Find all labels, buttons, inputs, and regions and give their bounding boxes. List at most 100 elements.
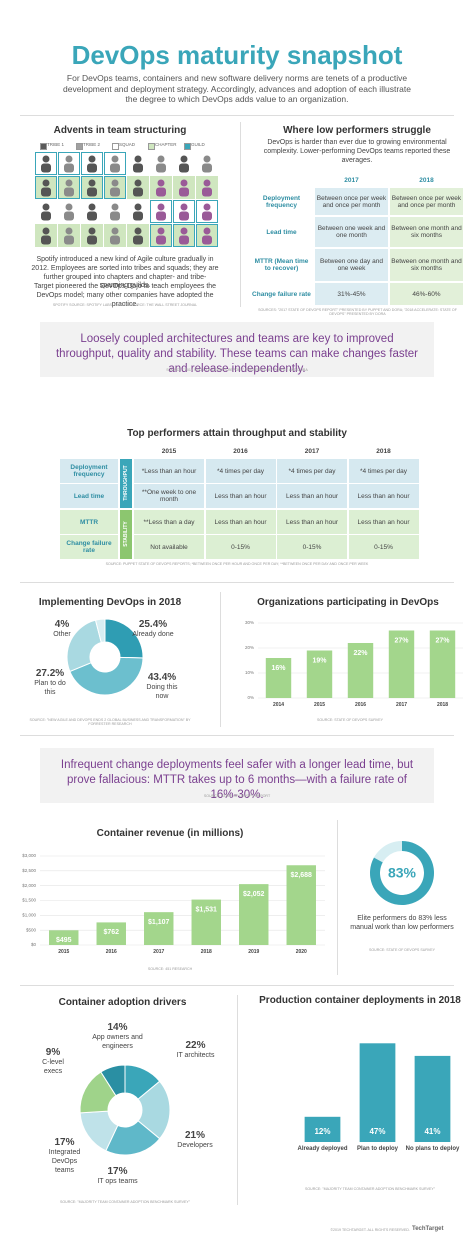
bar: [388, 630, 415, 698]
value-label: 17%: [54, 1137, 75, 1148]
table-cell: **One week to one month: [134, 484, 204, 508]
group-band: THROUGHPUT: [120, 459, 132, 508]
x-tick-label: 2014: [272, 702, 285, 708]
person-head: [42, 155, 50, 163]
person-head: [203, 203, 211, 211]
y-tick-label: $1,000: [22, 913, 36, 918]
row-rule: [315, 216, 388, 217]
value-label: 12%: [314, 1127, 330, 1136]
person-head: [180, 203, 188, 211]
bar: [286, 865, 316, 945]
table-cell: 0-15%: [205, 535, 276, 559]
row-label: Deployment frequency: [250, 188, 313, 215]
pie-slice: [69, 656, 144, 696]
person-body: [156, 163, 166, 173]
x-tick-label: 2015: [58, 949, 70, 955]
person-head: [88, 155, 96, 163]
bar: [429, 630, 456, 698]
column-header: 2018: [390, 174, 463, 186]
person-head: [134, 203, 142, 211]
squad-outline: [196, 200, 218, 223]
row-rule: [315, 248, 388, 249]
x-tick-label: 2016: [105, 949, 117, 955]
person-body: [64, 163, 74, 173]
banner-text: Loosely coupled architectures and teams …: [55, 333, 419, 375]
person-body: [156, 187, 166, 197]
source: SOURCE: STATE OF DEVOPS SURVEY: [316, 718, 384, 722]
table-cell: Between one month and six months: [390, 249, 463, 281]
bar-chart: 12% 47% 41%: [304, 1043, 451, 1142]
person-body: [110, 235, 120, 245]
category-label: Already done: [132, 631, 174, 638]
bar: [191, 899, 221, 945]
divider: [237, 995, 238, 1205]
squad-outline: [35, 152, 57, 175]
person-head: [111, 155, 119, 163]
row-rule: [250, 282, 313, 283]
body-text: DevOps is harder than ever due to growin…: [263, 139, 451, 164]
bar: [306, 650, 333, 698]
logo: TechTarget: [412, 1226, 444, 1232]
legend-label: TRIBE 2: [83, 142, 101, 147]
source: SOURCE: STATE OF DEVOPS REPORT: [203, 794, 271, 798]
person-head: [180, 227, 188, 235]
person-head: [111, 179, 119, 187]
value-label: 17%: [107, 1166, 128, 1177]
squad-outline: [173, 200, 195, 223]
x-tick-label: 2017: [153, 949, 165, 955]
x-tick-label: 2015: [313, 702, 326, 708]
bar: [144, 912, 174, 945]
copyright: ©2019 TECHTARGET. ALL RIGHTS RESERVED.: [330, 1228, 410, 1232]
pie-slice: [94, 618, 106, 644]
legend-label: TRIBE 1: [47, 142, 65, 147]
legend-label: SQUAD: [119, 142, 136, 147]
table-cell: Less than an hour: [277, 484, 347, 508]
legend-swatch: [148, 143, 155, 150]
category-label: IT ops teams: [97, 1178, 138, 1185]
footnote: SOURCE: PUPPET STATE OF DEVOPS REPORTS; …: [105, 562, 369, 566]
chart-title: Container revenue (in millions): [96, 828, 244, 839]
legend-swatch: [76, 143, 83, 150]
y-tick-label: 10%: [245, 670, 254, 675]
row-label: MTTR (Mean time to recover): [250, 249, 313, 281]
table-cell: Not available: [134, 535, 204, 559]
body-text: Target pioneered the DevOps Dojo to teac…: [33, 283, 217, 308]
y-tick-label: $0: [31, 942, 37, 947]
person-body: [64, 235, 74, 245]
divider: [20, 985, 454, 986]
squad-outline: [150, 200, 172, 223]
person-body: [41, 163, 51, 173]
column-header: 2017: [315, 174, 388, 186]
pie-slice: [137, 1080, 171, 1140]
divider: [220, 592, 221, 727]
category-label: Other: [53, 631, 71, 638]
squad-outline: [150, 224, 172, 247]
squad-outline: [58, 152, 80, 175]
banner: [40, 748, 434, 803]
section-title: Top performers attain throughput and sta…: [127, 428, 347, 439]
divider: [337, 820, 338, 975]
category-label: Developers: [177, 1142, 213, 1149]
bar-chart: $0 $500 $1,000 $1,500 $2,000 $2,500 $3,000 $495…: [22, 853, 325, 947]
bar: [304, 1116, 341, 1142]
person-body: [133, 211, 143, 221]
y-tick-label: $2,000: [22, 883, 36, 888]
column-header: 2017: [277, 446, 347, 457]
table-cell: Less than an hour: [348, 510, 419, 534]
legend-swatch: [40, 143, 47, 150]
table-cell: 0-15%: [277, 535, 347, 559]
squad-outline: [58, 176, 80, 199]
page-title: DevOps maturity snapshot: [71, 40, 403, 70]
team-grid: [35, 152, 218, 247]
person-head: [88, 203, 96, 211]
source: SPOTIFY SOURCE: SPOTIFY LABS; TARGET SOU…: [52, 303, 198, 307]
person-head: [111, 227, 119, 235]
person-head: [65, 179, 73, 187]
row-label: Deployment frequency: [60, 459, 118, 483]
chart-title: Production container deployments in 2018: [259, 995, 461, 1006]
table-cell: Between once per week and once per month: [390, 188, 463, 215]
person-body: [110, 187, 120, 197]
value-label: 27%: [435, 637, 450, 644]
person-head: [157, 155, 165, 163]
